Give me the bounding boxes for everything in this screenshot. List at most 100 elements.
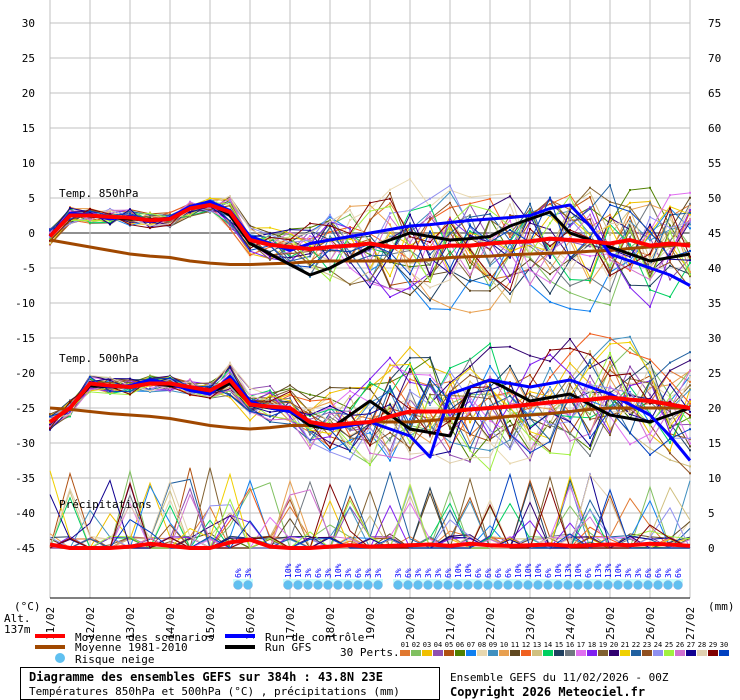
member-point xyxy=(109,379,111,382)
member-point xyxy=(549,403,551,406)
snowflake-icon xyxy=(323,580,333,590)
member-point xyxy=(469,261,471,264)
member-point xyxy=(629,255,631,258)
member-point xyxy=(449,241,451,244)
member-point xyxy=(89,374,91,377)
snow-risk-label: 10% xyxy=(574,563,583,578)
member-point xyxy=(629,372,631,375)
member-point xyxy=(469,289,471,292)
member-point xyxy=(289,420,291,423)
snow-risk-label: 3% xyxy=(364,568,373,578)
member-point xyxy=(509,232,511,235)
member-point xyxy=(409,279,411,282)
member-point xyxy=(369,377,371,380)
member-point xyxy=(329,435,331,438)
member-point xyxy=(429,441,431,444)
member-point xyxy=(409,286,411,289)
member-point xyxy=(489,289,491,292)
member-point xyxy=(189,203,191,206)
snowflake-icon xyxy=(573,580,583,590)
member-point xyxy=(409,280,411,283)
member-point xyxy=(69,413,71,416)
member-point xyxy=(389,205,391,208)
member-point xyxy=(449,402,451,405)
member-point xyxy=(409,381,411,384)
member-point xyxy=(89,378,91,381)
member-point xyxy=(489,440,491,443)
member-point xyxy=(269,250,271,253)
member-point xyxy=(269,411,271,414)
member-point xyxy=(469,251,471,254)
member-point xyxy=(509,300,511,303)
member-point xyxy=(589,405,591,408)
member-point xyxy=(309,244,311,247)
member-point xyxy=(49,413,51,416)
member-point xyxy=(609,366,611,369)
member-point xyxy=(229,197,231,200)
member-point xyxy=(329,392,331,395)
y-right-tick: 30 xyxy=(708,332,721,345)
member-point xyxy=(369,426,371,429)
member-point xyxy=(329,235,331,238)
member-point xyxy=(309,409,311,412)
member-point xyxy=(589,350,591,353)
member-point xyxy=(529,406,531,409)
member-point xyxy=(389,407,391,410)
member-point xyxy=(689,210,691,213)
member-point xyxy=(589,432,591,435)
member-point xyxy=(629,222,631,225)
member-point xyxy=(689,257,691,260)
member-point xyxy=(449,373,451,376)
member-point xyxy=(589,448,591,451)
member-point xyxy=(169,211,171,214)
member-point xyxy=(689,428,691,431)
member-point xyxy=(389,256,391,259)
member-point xyxy=(349,411,351,414)
member-point xyxy=(249,228,251,231)
member-point xyxy=(629,243,631,246)
member-point xyxy=(289,236,291,239)
member-point xyxy=(549,249,551,252)
member-point xyxy=(409,213,411,216)
member-point xyxy=(269,415,271,418)
member-point xyxy=(409,235,411,238)
member-point xyxy=(609,369,611,372)
member-point xyxy=(309,408,311,411)
member-point xyxy=(309,275,311,278)
member-point xyxy=(609,428,611,431)
member-point xyxy=(169,222,171,225)
member-point xyxy=(129,390,131,393)
member-point xyxy=(629,394,631,397)
member-point xyxy=(409,418,411,421)
member-swatch-20 xyxy=(609,650,619,656)
member-id: 06 xyxy=(456,641,464,649)
member-point xyxy=(89,386,91,389)
member-point xyxy=(389,356,391,359)
member-point xyxy=(549,198,551,201)
snowflake-icon xyxy=(483,580,493,590)
member-point xyxy=(509,345,511,348)
member-point xyxy=(229,369,231,372)
member-point xyxy=(669,394,671,397)
snowflake-icon xyxy=(453,580,463,590)
member-point xyxy=(509,438,511,441)
member-point xyxy=(609,222,611,225)
member-point xyxy=(649,424,651,427)
member-point xyxy=(269,400,271,403)
member-point xyxy=(489,197,491,200)
member-point xyxy=(629,443,631,446)
member-point xyxy=(449,253,451,256)
member-point xyxy=(689,191,691,194)
member-point xyxy=(509,192,511,195)
member-point xyxy=(569,417,571,420)
member-point xyxy=(389,387,391,390)
member-point xyxy=(49,415,51,418)
member-point xyxy=(309,229,311,232)
member-swatch-18 xyxy=(587,650,597,656)
member-swatch-28 xyxy=(697,650,707,656)
member-point xyxy=(689,218,691,221)
member-point xyxy=(669,229,671,232)
member-point xyxy=(629,346,631,349)
member-point xyxy=(649,234,651,237)
member-point xyxy=(369,220,371,223)
